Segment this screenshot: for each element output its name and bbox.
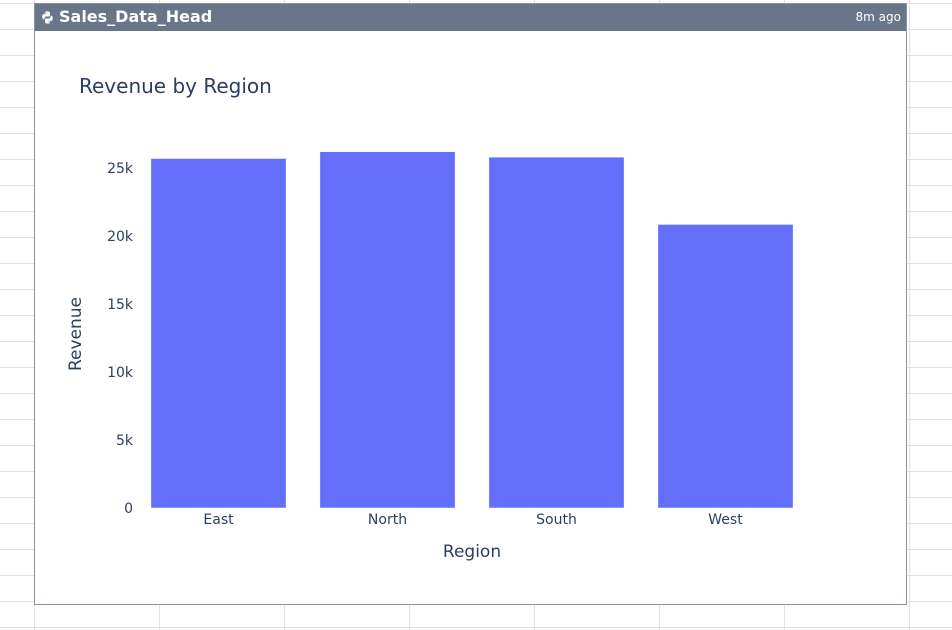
- chart-card-title: Sales_Data_Head: [59, 7, 213, 26]
- python-icon: [42, 11, 53, 24]
- x-tick-label: West: [708, 512, 743, 528]
- bar-east[interactable]: [150, 158, 287, 509]
- bar-south[interactable]: [488, 156, 625, 509]
- x-tick-label: South: [536, 512, 577, 528]
- bar-chart: Revenue by Region 0 5k 10k 15k 20k 25k East No…: [66, 74, 794, 562]
- y-tick-label: 10k: [107, 365, 134, 381]
- bar-west[interactable]: [657, 224, 794, 509]
- x-tick-label: East: [203, 512, 234, 528]
- y-axis-ticks: 0 5k 10k 15k 20k 25k: [107, 161, 134, 517]
- chart-card[interactable]: Sales_Data_Head 8m ago Revenue by Region…: [34, 3, 907, 605]
- y-tick-label: 15k: [107, 297, 134, 313]
- y-tick-label: 0: [124, 501, 133, 517]
- chart-title: Revenue by Region: [79, 74, 272, 98]
- last-updated-timestamp: 8m ago: [855, 10, 901, 24]
- bar-north[interactable]: [319, 151, 456, 509]
- y-axis-title: Revenue: [66, 297, 86, 371]
- chart-card-header[interactable]: Sales_Data_Head 8m ago: [35, 4, 906, 31]
- y-tick-label: 25k: [107, 161, 134, 177]
- x-axis-title: Region: [443, 542, 501, 562]
- bars: [150, 151, 794, 509]
- y-tick-label: 5k: [116, 433, 134, 449]
- x-axis-ticks: East North South West: [203, 512, 743, 528]
- x-tick-label: North: [368, 512, 407, 528]
- y-tick-label: 20k: [107, 229, 134, 245]
